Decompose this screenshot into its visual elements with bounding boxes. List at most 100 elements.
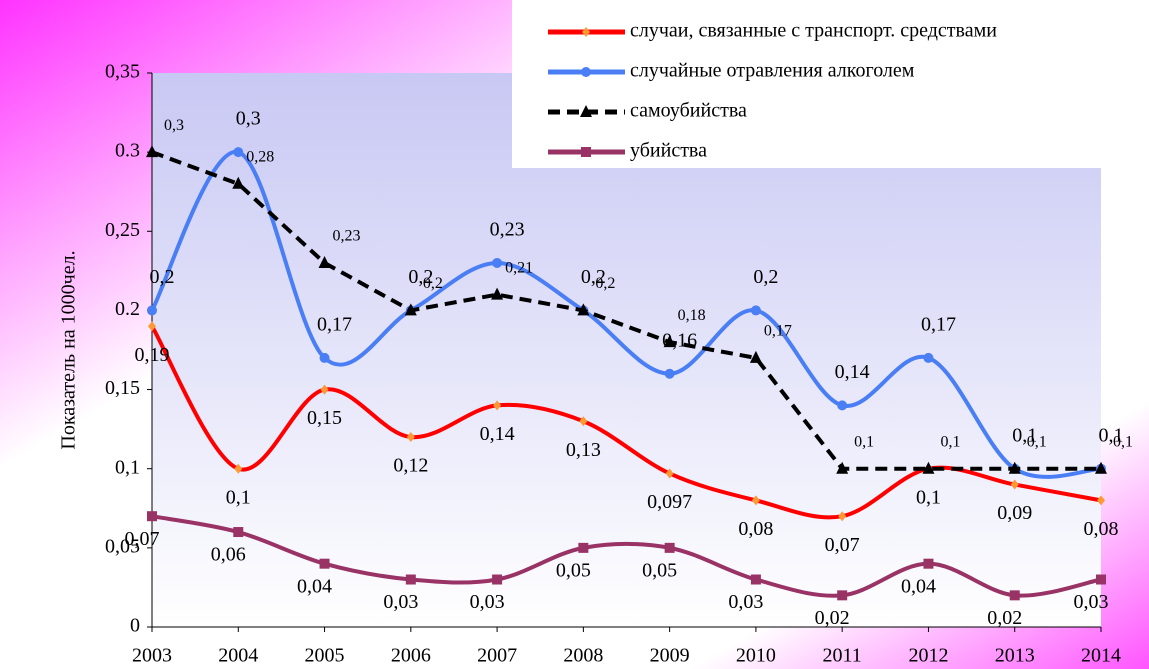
point [233, 147, 244, 158]
data-label: 0,1 [1012, 424, 1037, 446]
y-tick-label: 0,05 [105, 535, 140, 557]
x-tick-label: 2012 [908, 645, 948, 667]
y-tick-label: 0,25 [105, 219, 140, 241]
data-label: 0,3 [236, 108, 261, 130]
x-tick-label: 2003 [132, 645, 172, 667]
data-label: 0,1 [1027, 433, 1047, 450]
point [580, 105, 592, 117]
data-label: 0,21 [505, 259, 533, 276]
data-label: 0,08 [1084, 518, 1119, 540]
legend-label: случаи, связанные с транспорт. средствам… [630, 20, 997, 42]
data-label: 0,05 [642, 559, 677, 581]
data-label: 0,2 [595, 275, 615, 292]
x-tick-label: 2004 [218, 645, 258, 667]
point [147, 511, 157, 522]
data-label: 0,18 [678, 307, 706, 324]
point [491, 287, 504, 300]
series-line [151, 150, 1101, 471]
data-label: 0,17 [921, 314, 956, 336]
point [837, 400, 848, 411]
data-label: 0,3 [164, 117, 184, 134]
x-tick-label: 2014 [1081, 645, 1121, 667]
point [582, 27, 590, 37]
data-label: 0,03 [728, 591, 763, 613]
point [1095, 461, 1107, 474]
point [577, 303, 590, 316]
y-tick-label: 0.3 [115, 140, 140, 162]
point [1096, 574, 1106, 585]
point [923, 352, 934, 363]
legend-label: случайные отравления алкоголем [630, 60, 915, 82]
data-label: 0,05 [556, 559, 591, 581]
legend-label: убийства [630, 140, 707, 162]
point [493, 400, 502, 411]
data-label: 0,1 [226, 486, 251, 508]
legend-box [512, 0, 1149, 168]
data-label: 0,2 [581, 266, 606, 288]
point [751, 495, 760, 506]
series-line [151, 514, 1102, 598]
point [319, 352, 330, 363]
point [581, 67, 591, 77]
point [750, 305, 761, 316]
data-label: 0,2 [150, 266, 175, 288]
y-axis-title: Показатель на 1000чел. [58, 250, 80, 449]
point [579, 416, 588, 427]
data-label: 0,03 [1074, 591, 1109, 613]
point [1097, 495, 1105, 506]
point [492, 257, 503, 268]
x-tick-label: 2011 [823, 645, 862, 667]
point [318, 255, 331, 268]
data-label: 0,19 [135, 344, 170, 366]
point [663, 335, 676, 348]
data-label: 0,28 [246, 148, 274, 165]
point [319, 558, 330, 569]
point [578, 542, 589, 553]
point [750, 574, 761, 585]
data-label: 0,17 [764, 323, 792, 340]
x-tick-label: 2008 [563, 645, 603, 667]
data-label: 0,15 [307, 407, 342, 429]
data-label: 0,14 [835, 361, 870, 383]
data-label: 0,08 [738, 518, 773, 540]
x-tick-label: 2005 [305, 645, 345, 667]
point [665, 468, 674, 479]
point [148, 321, 156, 332]
data-label: 0,04 [297, 575, 332, 597]
data-label: 0,03 [383, 591, 418, 613]
point [1008, 461, 1021, 474]
data-label: 0,12 [393, 455, 428, 477]
point [406, 432, 415, 443]
data-label: 0,17 [317, 314, 352, 336]
point [838, 511, 847, 522]
point [320, 384, 329, 395]
point [664, 368, 675, 379]
point [232, 176, 245, 189]
point [1009, 590, 1020, 601]
data-label: 0,04 [901, 575, 936, 597]
data-label: 0,13 [566, 439, 601, 461]
point [146, 145, 158, 158]
data-label: 0,14 [480, 423, 515, 445]
data-label: 0,07 [825, 534, 860, 556]
data-label: 0,2 [423, 275, 443, 292]
x-tick-label: 2013 [995, 645, 1035, 667]
data-label: 0,07 [125, 528, 160, 550]
x-tick-label: 2007 [477, 645, 517, 667]
point [492, 574, 503, 585]
data-label: 0,06 [211, 544, 246, 566]
point [234, 463, 243, 474]
point [581, 147, 591, 157]
point [837, 590, 848, 601]
y-tick-label: 0 [130, 615, 140, 637]
data-label: 0,1 [1113, 433, 1133, 450]
data-label: 0,02 [987, 607, 1022, 629]
point [923, 558, 934, 569]
data-label: 0,2 [753, 266, 778, 288]
point [836, 461, 849, 474]
point [147, 305, 157, 316]
point [405, 574, 416, 585]
point [233, 527, 244, 538]
y-tick-label: 0.2 [115, 298, 140, 320]
